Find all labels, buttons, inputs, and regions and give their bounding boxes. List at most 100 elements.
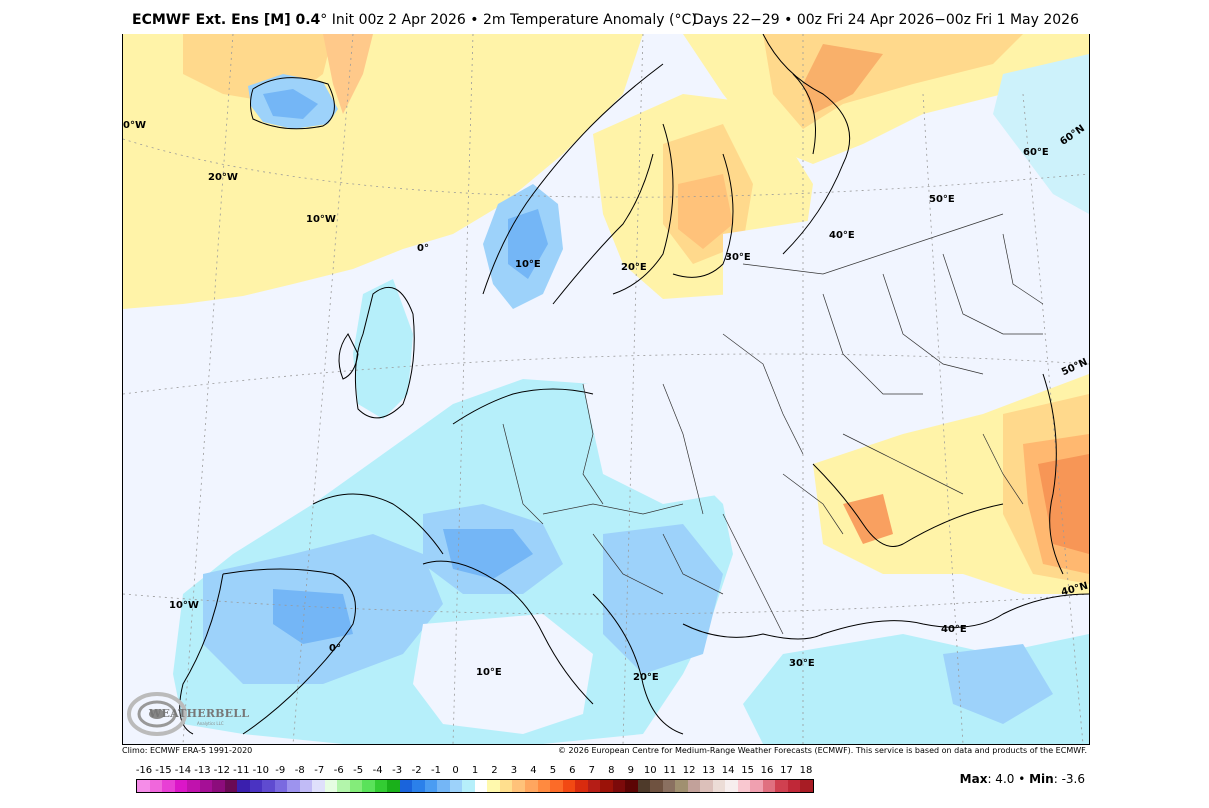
- colorbar-swatch: [750, 780, 763, 792]
- map-panel: 0°W 20°W 10°W 0° 10°E 20°E 30°E 40°E 50°…: [122, 34, 1090, 745]
- colorbar-tick-label: 8: [608, 765, 615, 776]
- colorbar-swatch: [324, 780, 338, 792]
- graticule-label: 20°E: [621, 262, 647, 273]
- colorbar-tick-label: -7: [314, 765, 325, 776]
- colorbar-swatch: [562, 780, 576, 792]
- colorbar-swatch: [212, 780, 225, 792]
- colorbar-tick-label: 6: [569, 765, 576, 776]
- colorbar-tick-label: 17: [780, 765, 793, 776]
- colorbar-tick-label: -16: [135, 765, 153, 776]
- colorbar-tick-label: -6: [333, 765, 344, 776]
- colorbar-swatch: [550, 780, 563, 792]
- colorbar-tick-label: -10: [252, 765, 269, 776]
- colorbar-swatch: [575, 780, 588, 792]
- colorbar-tick-label: 0: [452, 765, 459, 776]
- colorbar-swatch: [662, 780, 676, 792]
- min-label: Min: [1029, 772, 1054, 786]
- graticule-label: 60°E: [1023, 147, 1049, 158]
- colorbar-swatch: [687, 780, 701, 792]
- chart-title: ECMWF Ext. Ens [M] 0.4° Init 00z 2 Apr 2…: [132, 12, 697, 28]
- colorbar-tick-label: 18: [799, 765, 813, 776]
- colorbar-swatch: [387, 780, 400, 792]
- weatherbell-logo: WEATHERBELL Analytics LLC: [127, 689, 249, 739]
- graticule-label: 10°E: [476, 667, 502, 678]
- max-min-stats: Max: 4.0 • Min: -3.6: [960, 772, 1085, 786]
- graticule-label: 0°: [417, 243, 429, 254]
- logo-text: WEATHERBELL: [149, 707, 250, 720]
- init-and-variable: Init 00z 2 Apr 2026 • 2m Temperature Ano…: [327, 12, 697, 28]
- colorbar-swatch: [449, 780, 463, 792]
- colorbar-swatch: [625, 780, 638, 792]
- colorbar-swatch: [262, 780, 275, 792]
- graticule-label: 20°W: [208, 172, 238, 183]
- colorbar-swatch: [725, 780, 738, 792]
- anomaly-map: [123, 34, 1089, 744]
- climatology-note: Climo: ECMWF ERA-5 1991-2020: [122, 746, 253, 755]
- colorbar-tick-label: 4: [530, 765, 537, 776]
- colorbar-tick-label: 15: [741, 765, 754, 776]
- title-bar: ECMWF Ext. Ens [M] 0.4° Init 00z 2 Apr 2…: [122, 0, 1089, 35]
- colorbar-swatch: [712, 780, 726, 792]
- colorbar-swatch: [274, 780, 288, 792]
- colorbar-swatch: [187, 780, 200, 792]
- colorbar-swatch: [474, 780, 488, 792]
- colorbar-swatch: [587, 780, 601, 792]
- colorbar-tick-label: -12: [213, 765, 231, 776]
- graticule-label: 30°E: [789, 658, 815, 669]
- colorbar-swatch: [149, 780, 163, 792]
- colorbar-swatch: [524, 780, 538, 792]
- colorbar-tick-label: 10: [643, 765, 657, 776]
- graticule-label: 30°E: [725, 252, 751, 263]
- colorbar-swatch: [800, 780, 813, 792]
- graticule-label: 40°E: [829, 230, 855, 241]
- colorbar-tick-label: 16: [760, 765, 774, 776]
- valid-period: Days 22−29 • 00z Fri 24 Apr 2026−00z Fri…: [692, 12, 1079, 28]
- graticule-label: 0°W: [123, 120, 146, 131]
- colorbar-swatch: [374, 780, 388, 792]
- colorbar-swatch: [462, 780, 475, 792]
- colorbar-tick-label: 9: [627, 765, 634, 776]
- colorbar-swatch: [650, 780, 663, 792]
- colorbar-swatch: [487, 780, 500, 792]
- colorbar-tick-label: 7: [588, 765, 595, 776]
- colorbar-swatch: [637, 780, 651, 792]
- colorbar-tick-label: -14: [174, 765, 192, 776]
- graticule-label: 10°W: [169, 600, 199, 611]
- graticule-label: 0°: [329, 643, 341, 654]
- colorbar-swatch: [299, 780, 313, 792]
- logo-subtext: Analytics LLC: [197, 721, 224, 726]
- min-value: : -3.6: [1053, 772, 1085, 786]
- colorbar-swatch: [787, 780, 801, 792]
- colorbar-tick-label: -15: [155, 765, 172, 776]
- max-value: : 4.0 •: [987, 772, 1030, 786]
- colorbar-swatch: [287, 780, 300, 792]
- colorbar-swatch: [612, 780, 626, 792]
- colorbar-swatch: [737, 780, 751, 792]
- graticule-label: 10°W: [306, 214, 336, 225]
- colorbar-tick-label: -11: [233, 765, 250, 776]
- colorbar-swatch: [224, 780, 238, 792]
- colorbar-tick-label: 5: [549, 765, 557, 776]
- colorbar-swatch: [424, 780, 438, 792]
- colorbar-swatch: [675, 780, 688, 792]
- colorbar-tick-label: -9: [275, 765, 286, 776]
- graticule-label: 20°E: [633, 672, 659, 683]
- colorbar-tick-label: -8: [294, 765, 305, 776]
- colorbar-swatch: [499, 780, 513, 792]
- max-label: Max: [959, 772, 988, 786]
- colorbar-tick-label: -13: [194, 765, 211, 776]
- colorbar-swatch: [312, 780, 325, 792]
- colorbar-tick-label: 12: [682, 765, 696, 776]
- colorbar-tick-label: -2: [411, 765, 422, 776]
- copyright-note: © 2026 European Centre for Medium-Range …: [558, 746, 1087, 755]
- colorbar-swatch: [174, 780, 188, 792]
- colorbar-ticks: -16 -15 -14 -13 -12 -11 -10 -9 -8 -7 -6 -5 -4 -3 -2 -1 0…: [136, 765, 814, 777]
- colorbar-tick-label: -4: [372, 765, 383, 776]
- colorbar-swatch: [600, 780, 613, 792]
- colorbar-tick-label: 2: [491, 765, 498, 776]
- graticule-label: 40°E: [941, 624, 967, 635]
- colorbar: [136, 779, 814, 793]
- swirl-icon: [127, 692, 187, 736]
- model-name: ECMWF Ext. Ens [M] 0.4: [132, 12, 321, 28]
- colorbar-swatch: [512, 780, 525, 792]
